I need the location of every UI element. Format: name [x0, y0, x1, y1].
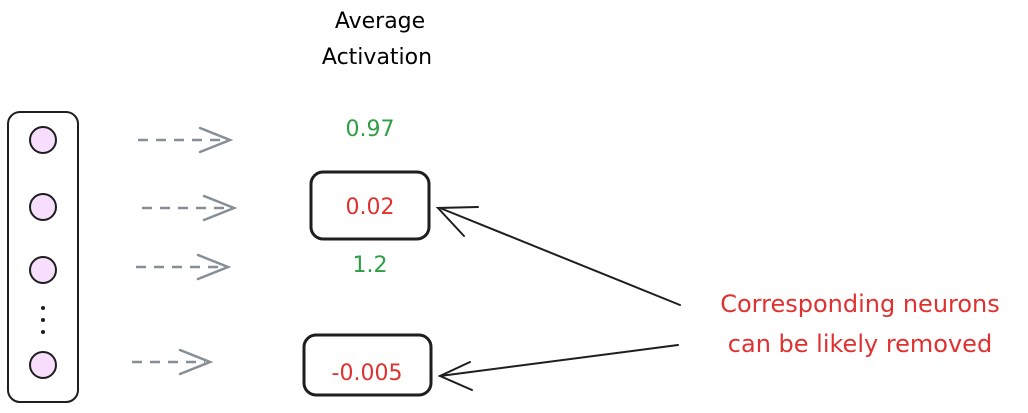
activation-value: 1.2 — [353, 253, 388, 278]
highlight-box — [309, 170, 431, 241]
activation-value: -0.005 — [332, 361, 403, 386]
neuron — [29, 256, 57, 284]
neuron — [29, 351, 57, 379]
activation-value: 0.97 — [346, 117, 395, 142]
neurons — [29, 126, 57, 379]
arrows — [132, 126, 238, 376]
pointer-arrows — [435, 206, 681, 391]
annotation-line: Corresponding neurons — [720, 290, 1000, 318]
highlight-box — [302, 333, 433, 397]
title-line: Activation — [322, 45, 432, 70]
annotation-line: can be likely removed — [728, 330, 992, 358]
title-line: Average — [335, 9, 425, 34]
activation-value: 0.02 — [346, 195, 395, 220]
layer-box — [7, 111, 79, 403]
neuron — [29, 193, 57, 221]
ellipsis — [41, 306, 45, 334]
neuron — [29, 126, 57, 154]
